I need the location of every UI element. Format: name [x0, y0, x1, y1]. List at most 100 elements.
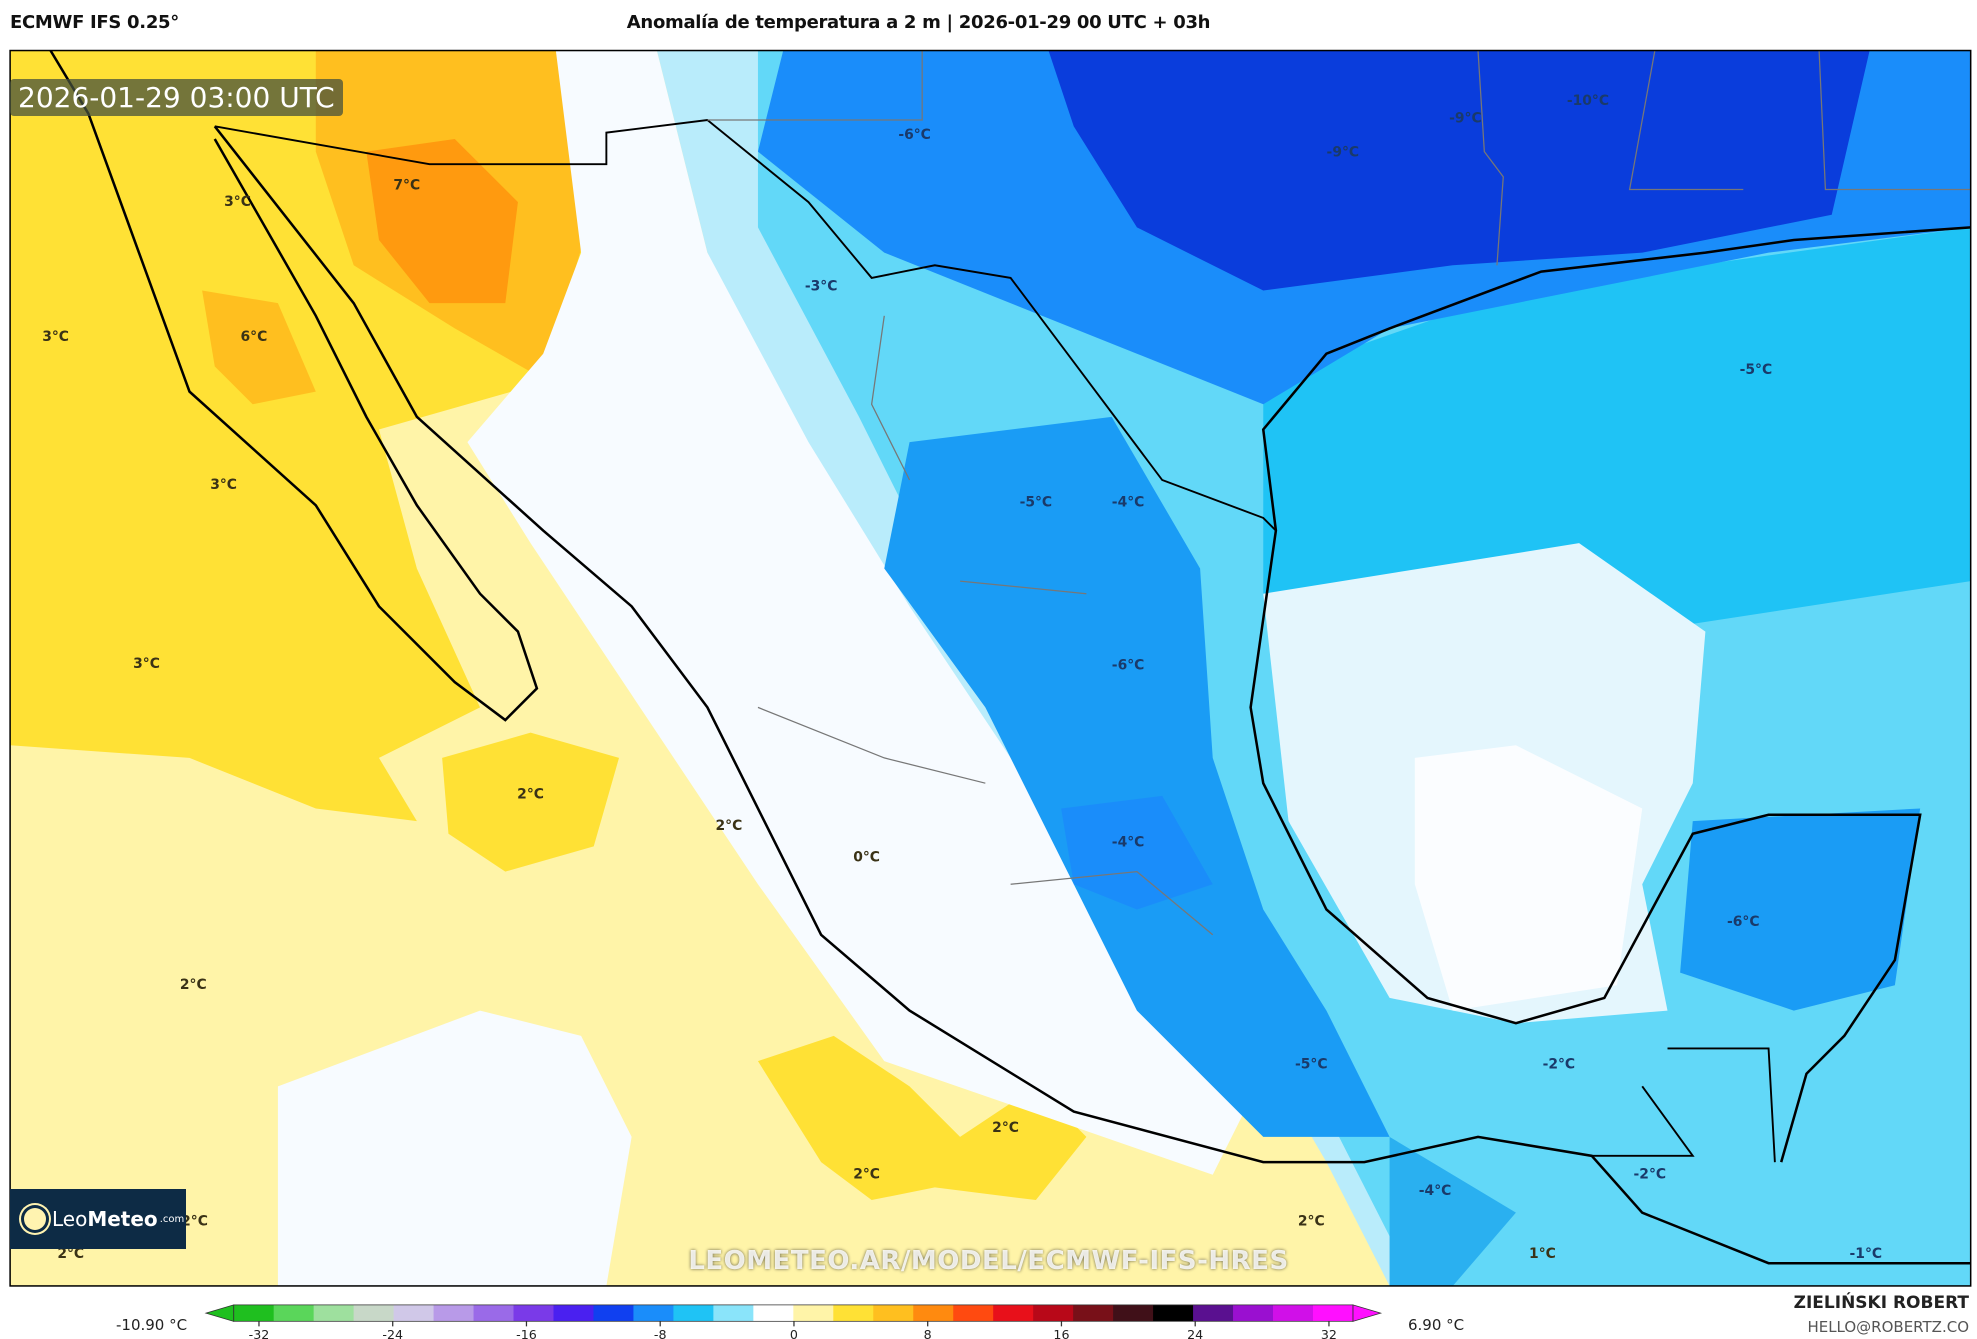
colorbar-min-label: -10.90 °C [116, 1316, 188, 1334]
field-yellow [757, 1035, 1087, 1201]
colorbar-tick-label: 8 [924, 1327, 932, 1339]
temperature-label: -2°C [1543, 1057, 1576, 1073]
colorbar-segment [1273, 1304, 1314, 1322]
colorbar-segment [553, 1304, 595, 1322]
colorbar-tick-label: 32 [1321, 1327, 1337, 1339]
field-dark-blue [1048, 50, 1870, 291]
temperature-label: 7°C [393, 177, 420, 193]
temperature-label: -9°C [1327, 145, 1360, 161]
colorbar-tick-label: -16 [516, 1327, 537, 1339]
temperature-label: 6°C [241, 329, 268, 345]
colorbar-segment [313, 1304, 355, 1322]
field-yellow [442, 732, 619, 872]
colorbar-segment [233, 1304, 275, 1322]
colorbar-segment [593, 1304, 635, 1322]
colorbar-segment [353, 1304, 395, 1322]
colorbar-segment [953, 1304, 994, 1322]
colorbar-segment [833, 1304, 875, 1322]
colorbar-segment [713, 1304, 755, 1322]
temperature-label: -4°C [1112, 495, 1145, 511]
temperature-label: 2°C [853, 1167, 880, 1183]
colorbar-max-label: 6.90 °C [1408, 1316, 1465, 1334]
colorbar-segment [1153, 1304, 1194, 1322]
field-dark-orange [366, 138, 518, 304]
colorbar-segment [633, 1304, 675, 1322]
temperature-label: 3°C [210, 477, 237, 493]
logo-suffix: .com [159, 1213, 185, 1225]
temperature-label: 2°C [180, 977, 207, 993]
field-blue [1680, 808, 1921, 1011]
field-white [277, 1010, 632, 1286]
temperature-label: 0°C [853, 850, 880, 866]
colorbar-tick-label: 0 [790, 1327, 798, 1339]
colorbar-tick-label: -8 [654, 1327, 667, 1339]
temperature-label: 1°C [1529, 1246, 1556, 1262]
temperature-label: -4°C [1112, 834, 1145, 850]
field-white [1414, 745, 1643, 1011]
colorbar-segment [873, 1304, 915, 1322]
colorbar-segment [273, 1304, 315, 1322]
colorbar-tick-label: -24 [382, 1327, 403, 1339]
colorbar-segment [913, 1304, 954, 1322]
temperature-label: 2°C [181, 1213, 208, 1229]
temperature-label: -4°C [1419, 1183, 1452, 1199]
temperature-label: 2°C [517, 786, 544, 802]
temperature-label: -5°C [1740, 362, 1773, 378]
temperature-label: -6°C [1727, 914, 1760, 930]
temperature-labels: 3°C 7°C 6°C 3°C 3°C 3°C 2°C 2°C 0°C 2°C 2°C 2°C 2°C 2… [42, 93, 1882, 1262]
temperature-label: -6°C [1112, 658, 1145, 674]
temperature-label: -10°C [1567, 93, 1609, 109]
chart-title: Anomalía de temperatura a 2 m | 2026-01-… [626, 12, 1211, 33]
state-borders [707, 50, 1971, 936]
colorbar-extend-arrow [204, 1304, 235, 1322]
coastlines [49, 50, 1971, 1265]
temperature-label: -1°C [1850, 1246, 1883, 1262]
field-blue [884, 416, 1390, 1137]
field-cyan [1263, 227, 1971, 632]
temperature-label: -3°C [805, 279, 838, 295]
logo-light: Leo [52, 1207, 88, 1231]
colorbar-segment [1193, 1304, 1234, 1322]
colorbar-segment [473, 1304, 515, 1322]
colorbar-segment [753, 1304, 795, 1322]
field-orange [202, 290, 316, 405]
temperature-label: 2°C [716, 818, 743, 834]
colorbar-tick-label: 16 [1053, 1327, 1069, 1339]
model-title: ECMWF IFS 0.25° [10, 12, 179, 33]
temperature-label: 2°C [57, 1246, 84, 1262]
colorbar-segment [433, 1304, 475, 1322]
temperature-label: -6°C [898, 127, 931, 143]
temperature-label: -2°C [1634, 1167, 1667, 1183]
field-blue [1389, 1136, 1516, 1286]
temperature-label: -9°C [1449, 111, 1482, 127]
colorbar-segment [1312, 1304, 1354, 1322]
colorbar-segment [1033, 1304, 1074, 1322]
map-frame [9, 49, 1972, 1287]
temperature-label: -5°C [1295, 1057, 1328, 1073]
author-name: ZIELIŃSKI ROBERT [1793, 1293, 1969, 1313]
temperature-label: -5°C [1020, 495, 1053, 511]
field-blue [1061, 795, 1213, 910]
colorbar-segment [393, 1304, 435, 1322]
colorbar: -32 -24 -16 -8 0 8 16 24 32 [204, 1304, 1383, 1339]
author-email[interactable]: HELLO@ROBERTZ.CO [1807, 1318, 1969, 1336]
sun-icon [24, 1208, 46, 1230]
logo-bold: Meteo [87, 1207, 158, 1231]
colorbar-segment [1233, 1304, 1274, 1322]
colorbar-segment [673, 1304, 715, 1322]
colorbar-segment [1113, 1304, 1154, 1322]
colorbar-tick-label: 24 [1187, 1327, 1203, 1339]
colorbar-extend-arrow [1352, 1304, 1383, 1322]
temperature-label: 3°C [42, 329, 69, 345]
colorbar-segment [1073, 1304, 1114, 1322]
leometeo-logo[interactable]: Leo Meteo .com [10, 1189, 186, 1249]
colorbar-segment [513, 1304, 555, 1322]
colorbar-tick-label: -32 [249, 1327, 270, 1339]
valid-time-badge: 2026-01-29 03:00 UTC [10, 79, 343, 116]
temperature-label: 3°C [133, 656, 160, 672]
colorbar-segment [993, 1304, 1034, 1322]
colorbar-segment [793, 1304, 835, 1322]
temperature-label: 2°C [992, 1120, 1019, 1136]
